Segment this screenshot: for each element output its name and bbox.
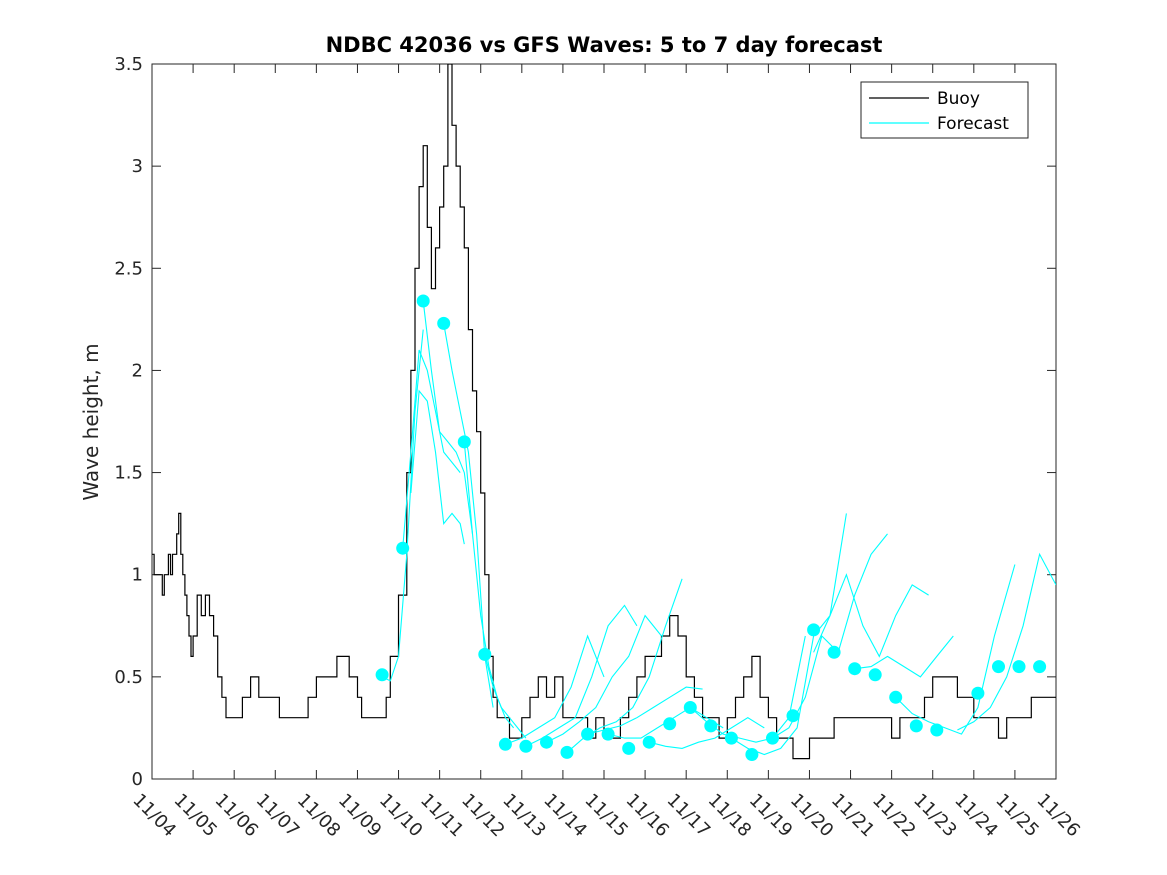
y-tick-label: 0.5 bbox=[114, 667, 143, 688]
forecast-series-line bbox=[402, 349, 461, 549]
forecast-start-point bbox=[724, 731, 738, 745]
forecast-start-point bbox=[827, 645, 841, 659]
legend-box bbox=[860, 81, 1029, 139]
y-tick-label: 0 bbox=[132, 769, 143, 790]
forecast-start-point bbox=[396, 541, 410, 555]
forecast-series-line bbox=[422, 300, 474, 534]
data-layer bbox=[152, 64, 1056, 761]
forecast-start-point bbox=[766, 731, 779, 745]
forecast-start-point bbox=[437, 316, 451, 330]
legend-forecast-label: Forecast bbox=[937, 114, 1009, 134]
y-tick-label: 1.5 bbox=[114, 463, 143, 484]
forecast-start-point bbox=[540, 735, 553, 749]
forecast-series-line bbox=[484, 654, 527, 739]
legend: Buoy Forecast bbox=[860, 81, 1029, 139]
chart-title: NDBC 42036 vs GFS Waves: 5 to 7 day fore… bbox=[326, 33, 883, 57]
forecast-series-line bbox=[463, 441, 515, 729]
forecast-start-point bbox=[868, 668, 882, 682]
forecast-start-point bbox=[704, 719, 718, 733]
forecast-start-point bbox=[1012, 660, 1026, 674]
y-axis-label: Wave height, m bbox=[79, 343, 103, 500]
forecast-start-point bbox=[581, 727, 595, 741]
forecast-series-line bbox=[649, 717, 765, 749]
y-tick-label: 2 bbox=[132, 360, 143, 381]
forecast-start-point bbox=[992, 660, 1005, 674]
forecast-series-line bbox=[957, 552, 1056, 731]
legend-buoy-label: Buoy bbox=[937, 89, 980, 109]
y-tick-label: 3 bbox=[132, 156, 143, 177]
forecast-start-point bbox=[622, 741, 636, 755]
forecast-start-point bbox=[745, 748, 759, 761]
forecast-series-line bbox=[410, 389, 465, 545]
forecast-series-line bbox=[381, 329, 424, 682]
forecast-start-point bbox=[930, 723, 944, 737]
forecast-start-point bbox=[786, 709, 800, 723]
forecast-start-point bbox=[848, 662, 862, 676]
y-tick-label: 3.5 bbox=[114, 54, 143, 75]
buoy-series-line bbox=[152, 64, 1056, 760]
forecast-series-line bbox=[772, 533, 888, 739]
forecast-start-point bbox=[889, 690, 903, 704]
forecast-start-point bbox=[478, 647, 492, 661]
forecast-series-line bbox=[854, 635, 954, 678]
y-tick-label: 2.5 bbox=[114, 258, 143, 279]
forecast-start-point bbox=[498, 737, 512, 751]
forecast-start-point bbox=[663, 717, 677, 731]
forecast-start-point bbox=[519, 739, 533, 753]
forecast-series-line bbox=[895, 564, 1016, 735]
forecast-series-line bbox=[813, 573, 929, 658]
forecast-start-point bbox=[642, 735, 656, 749]
forecast-start-point bbox=[560, 745, 574, 759]
forecast-series-line bbox=[505, 634, 605, 745]
forecast-start-point bbox=[457, 435, 471, 449]
forecast-start-point bbox=[1033, 660, 1047, 674]
forecast-start-point bbox=[971, 686, 985, 700]
forecast-start-point bbox=[601, 727, 615, 741]
forecast-start-point bbox=[807, 623, 821, 637]
forecast-start-point bbox=[683, 701, 697, 714]
forecast-start-point bbox=[416, 294, 430, 308]
forecast-start-point bbox=[375, 668, 389, 682]
y-tick-label: 1 bbox=[132, 565, 143, 586]
forecast-start-point bbox=[909, 719, 923, 733]
forecast-series-line bbox=[546, 614, 662, 743]
